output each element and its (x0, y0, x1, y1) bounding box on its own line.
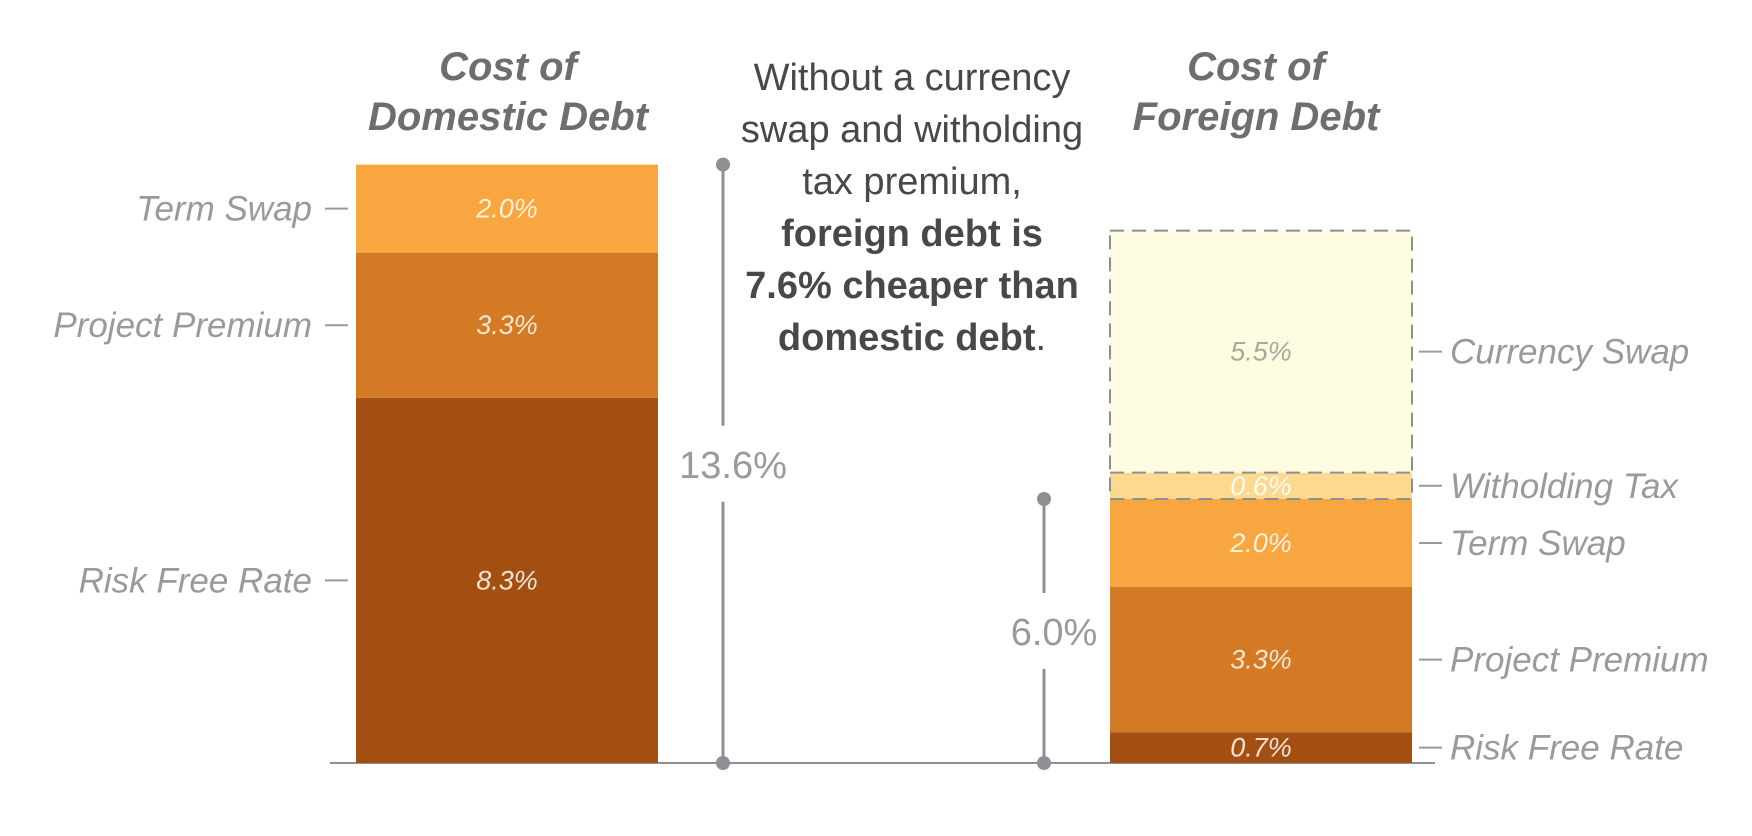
column-title-foreign-line-2: Foreign Debt (1133, 95, 1381, 139)
column-title-foreign-line-1: Cost of (1187, 45, 1328, 89)
total-label-domestic: 13.6% (679, 445, 787, 487)
category-label-foreign-witholding-tax: Witholding Tax (1450, 467, 1679, 506)
value-label-domestic-risk-free-rate: 8.3% (476, 565, 538, 595)
annotation-run-1-1: Without a currency (754, 57, 1071, 99)
value-label-domestic-term-swap: 2.0% (475, 194, 538, 224)
bar-segment-domestic-project-premium (356, 252, 658, 398)
column-title-domestic-line-1: Cost of (439, 45, 580, 89)
bar-segment-foreign-witholding-tax (1110, 472, 1412, 499)
annotation-run-6-1: domestic debt (778, 317, 1036, 359)
annotation-line-2: swap and witholding (741, 109, 1083, 151)
annotation-run-2-1: swap and witholding (741, 109, 1083, 151)
value-label-domestic-project-premium: 3.3% (476, 310, 538, 340)
value-label-foreign-witholding-tax: 0.6% (1230, 471, 1292, 501)
total-label-foreign: 6.0% (1011, 612, 1098, 654)
value-label-foreign-risk-free-rate: 0.7% (1230, 733, 1292, 763)
value-label-foreign-term-swap: 2.0% (1229, 528, 1292, 558)
category-label-domestic-term-swap: Term Swap (136, 190, 312, 229)
category-label-foreign-currency-swap: Currency Swap (1450, 333, 1689, 372)
bar-segment-foreign-project-premium (1110, 587, 1412, 733)
bar-segment-foreign-risk-free-rate (1110, 732, 1412, 763)
annotation-line-3: tax premium, (802, 161, 1022, 203)
annotation-run-5-1: 7.6% cheaper than (745, 265, 1079, 307)
category-label-foreign-risk-free-rate: Risk Free Rate (1450, 729, 1683, 768)
bar-segment-foreign-currency-swap (1110, 230, 1412, 473)
bar-segment-domestic-term-swap (356, 164, 658, 253)
annotation-line-5: 7.6% cheaper than (745, 265, 1079, 307)
annotation-line-1: Without a currency (754, 57, 1071, 99)
total-bracket-top-dot-foreign (1037, 492, 1051, 506)
bar-segment-foreign-term-swap (1110, 499, 1412, 587)
total-bracket-bottom-dot-domestic (716, 756, 730, 770)
annotation-run-3-1: tax premium, (802, 161, 1022, 203)
total-bracket-bottom-dot-foreign (1037, 756, 1051, 770)
annotation-line-6: domestic debt. (778, 317, 1046, 359)
annotation-line-4: foreign debt is (781, 213, 1043, 255)
category-label-foreign-project-premium: Project Premium (1450, 641, 1709, 680)
category-label-domestic-risk-free-rate: Risk Free Rate (79, 561, 312, 600)
category-label-domestic-project-premium: Project Premium (53, 306, 312, 345)
total-bracket-top-dot-domestic (716, 157, 730, 172)
annotation-run-4-1: foreign debt is (781, 213, 1043, 255)
category-label-foreign-term-swap: Term Swap (1450, 524, 1626, 563)
value-label-foreign-project-premium: 3.3% (1230, 645, 1292, 675)
bar-segment-domestic-risk-free-rate (356, 397, 658, 763)
annotation-run-6-2: . (1036, 317, 1047, 359)
value-label-foreign-currency-swap: 5.5% (1230, 337, 1292, 367)
column-title-domestic-line-2: Domestic Debt (368, 95, 650, 139)
